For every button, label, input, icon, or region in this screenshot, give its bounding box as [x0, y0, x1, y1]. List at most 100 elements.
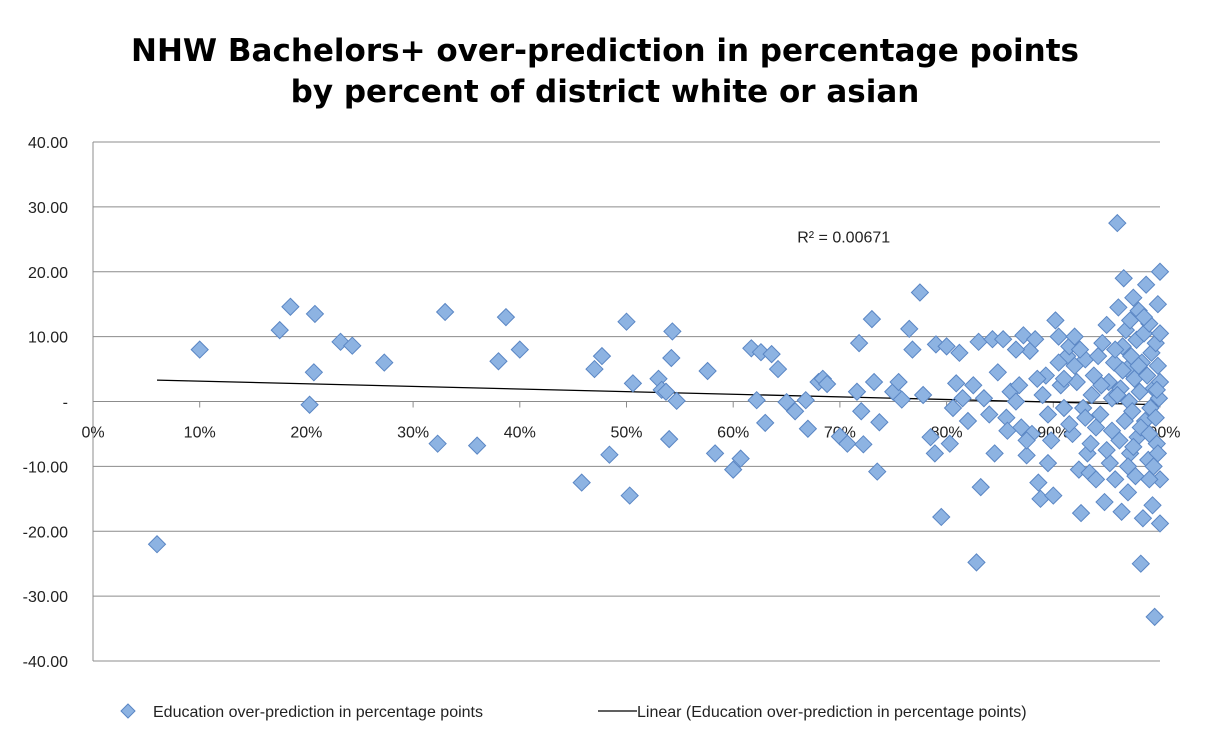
data-point-140: [1118, 483, 1138, 502]
data-point-203: [1118, 457, 1138, 476]
data-point-117: [1082, 385, 1101, 405]
data-point-0: [147, 535, 167, 554]
data-point-145: [1124, 288, 1143, 307]
data-point-157: [1136, 275, 1156, 294]
data-point-174: [1150, 324, 1170, 343]
y-tick-label-6: -20.00: [23, 524, 68, 541]
data-point-87: [1006, 392, 1026, 411]
data-point-20: [617, 312, 636, 331]
data-point-15: [510, 340, 530, 359]
data-point-193: [1105, 340, 1125, 359]
data-point-134: [1112, 502, 1131, 521]
data-point-88: [1009, 376, 1029, 395]
data-point-65: [925, 444, 945, 463]
data-point-102: [1046, 311, 1065, 330]
data-point-2: [270, 320, 289, 340]
data-point-46: [817, 374, 837, 394]
data-point-89: [1012, 418, 1031, 437]
grid-lines: [92, 141, 1161, 662]
y-tick-label-7: -30.00: [23, 589, 68, 606]
data-point-48: [838, 434, 857, 453]
data-point-189: [1017, 431, 1036, 450]
data-point-58: [889, 372, 908, 392]
data-point-126: [1100, 453, 1120, 473]
data-point-62: [910, 283, 930, 302]
data-point-105: [1054, 398, 1074, 418]
data-point-204: [1129, 356, 1148, 376]
data-point-5: [304, 363, 324, 382]
data-point-121: [1091, 405, 1110, 424]
data-point-181: [1102, 421, 1122, 440]
data-point-130: [1108, 213, 1127, 233]
data-point-30: [698, 361, 717, 381]
data-point-91: [1017, 446, 1036, 465]
data-point-183: [1081, 434, 1100, 453]
data-point-136: [1114, 269, 1133, 288]
data-point-31: [705, 444, 725, 463]
data-point-180: [1113, 361, 1132, 380]
data-point-28: [663, 322, 682, 341]
data-point-206: [1147, 380, 1167, 400]
data-point-69: [940, 434, 960, 453]
data-point-178: [1134, 307, 1154, 327]
data-point-123: [1095, 492, 1114, 512]
data-point-61: [903, 340, 922, 359]
data-point-186: [1049, 353, 1068, 372]
data-point-72: [950, 343, 969, 363]
y-tick-label-8: -40.00: [23, 654, 68, 671]
data-point-51: [852, 402, 871, 421]
data-point-94: [1025, 330, 1045, 349]
data-point-50: [849, 333, 869, 353]
data-point-188: [1028, 369, 1047, 389]
data-points: [147, 213, 1170, 627]
data-point-42: [796, 390, 815, 410]
data-point-129: [1105, 470, 1125, 489]
data-point-83: [988, 363, 1008, 382]
data-point-53: [862, 309, 882, 329]
data-point-13: [489, 352, 508, 371]
y-tick-label-2: 20.00: [28, 265, 68, 282]
data-point-199: [1076, 408, 1095, 427]
data-point-64: [921, 427, 940, 447]
y-tick-label-5: -10.00: [23, 459, 68, 476]
data-point-37: [756, 413, 775, 433]
data-point-128: [1104, 353, 1124, 372]
data-point-122: [1093, 333, 1112, 353]
x-tick-label-6: 60%: [717, 425, 749, 442]
data-point-14: [496, 307, 516, 327]
x-tick-label-3: 30%: [397, 425, 429, 442]
data-point-110: [1067, 372, 1086, 392]
data-point-205: [1140, 424, 1159, 444]
data-point-190: [1006, 340, 1026, 359]
data-point-63: [913, 385, 933, 405]
data-point-38: [762, 344, 781, 364]
y-tick-label-3: 10.00: [28, 330, 68, 347]
data-point-16: [572, 473, 591, 492]
data-point-33: [731, 449, 750, 468]
data-point-56: [870, 413, 889, 432]
y-tick-label-0: 40.00: [28, 135, 68, 152]
chart-title-line-2: by percent of district white or asian: [291, 74, 920, 110]
x-tick-label-4: 40%: [504, 425, 536, 442]
data-point-165: [1145, 607, 1164, 627]
data-point-112: [1071, 503, 1091, 523]
legend-label-trendline: Linear (Education over-prediction in per…: [637, 704, 1027, 721]
legend-label-scatter: Education over-prediction in percentage …: [153, 704, 483, 721]
data-point-18: [592, 346, 612, 366]
data-point-1: [190, 340, 209, 359]
data-point-78: [971, 477, 990, 497]
data-point-196: [1140, 470, 1159, 489]
y-tick-label-4: -: [63, 395, 68, 412]
data-point-197: [1148, 444, 1168, 463]
data-point-71: [946, 374, 966, 393]
data-point-4: [300, 395, 319, 414]
data-point-82: [985, 444, 1004, 463]
data-point-158: [1137, 366, 1157, 385]
data-point-172: [1148, 356, 1168, 376]
data-point-168: [1148, 294, 1168, 314]
data-point-111: [1069, 460, 1089, 479]
data-point-60: [900, 319, 919, 339]
data-point-9: [375, 353, 394, 372]
